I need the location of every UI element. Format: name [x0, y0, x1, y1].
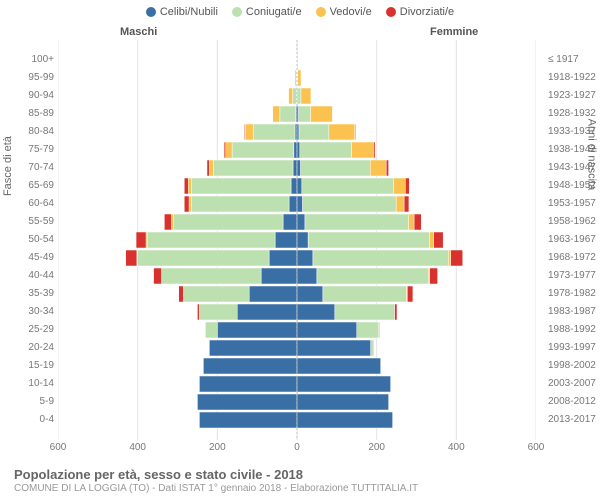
birth-year-label: 1918-1922	[548, 73, 600, 83]
legend-label: Vedovi/e	[330, 6, 372, 18]
age-label: 5-9	[0, 397, 54, 407]
age-label: 55-59	[0, 217, 54, 227]
legend-label: Divorziati/e	[400, 6, 454, 18]
birth-year-label: 1953-1957	[548, 199, 600, 209]
birth-year-label: 1978-1982	[548, 289, 600, 299]
x-tick-label: 400	[448, 442, 465, 453]
legend-label: Coniugati/e	[246, 6, 302, 18]
birth-year-label: 1998-2002	[548, 361, 600, 371]
age-label: 10-14	[0, 379, 54, 389]
birth-year-label: 1928-1932	[548, 109, 600, 119]
age-label: 85-89	[0, 109, 54, 119]
birth-year-label: 2013-2017	[548, 415, 600, 425]
legend-swatch	[316, 7, 326, 17]
birth-year-label: ≤ 1917	[548, 55, 600, 65]
birth-year-label: 1923-1927	[548, 91, 600, 101]
birth-year-label: 1963-1967	[548, 235, 600, 245]
age-label: 60-64	[0, 199, 54, 209]
population-pyramid-chart	[58, 40, 536, 440]
age-label: 0-4	[0, 415, 54, 425]
birth-year-label: 1988-1992	[548, 325, 600, 335]
x-tick-label: 200	[209, 442, 226, 453]
age-label: 35-39	[0, 289, 54, 299]
y-axis-right: 2013-2017 2008-2012 2003-2007 1998-2002 1993…	[546, 40, 600, 440]
legend-item: Divorziati/e	[386, 6, 454, 18]
age-label: 95-99	[0, 73, 54, 83]
female-header: Femmine	[430, 26, 478, 38]
chart-subtitle: COMUNE DI LA LOGGIA (TO) - Dati ISTAT 1°…	[14, 483, 586, 494]
x-tick-label: 600	[528, 442, 545, 453]
legend-item: Vedovi/e	[316, 6, 372, 18]
legend-swatch	[232, 7, 242, 17]
age-label: 90-94	[0, 91, 54, 101]
legend-swatch	[386, 7, 396, 17]
age-label: 30-34	[0, 307, 54, 317]
birth-year-label: 2003-2007	[548, 379, 600, 389]
legend-item: Celibi/Nubili	[146, 6, 218, 18]
legend-swatch	[146, 7, 156, 17]
birth-year-label: 1958-1962	[548, 217, 600, 227]
x-tick-label: 600	[50, 442, 67, 453]
chart-svg	[58, 40, 536, 440]
age-label: 45-49	[0, 253, 54, 263]
age-label: 50-54	[0, 235, 54, 245]
y-axis-right-title: Anni di nascita	[586, 119, 598, 191]
birth-year-label: 1968-1972	[548, 253, 600, 263]
birth-year-label: 1993-1997	[548, 343, 600, 353]
legend-item: Coniugati/e	[232, 6, 302, 18]
age-label: 15-19	[0, 361, 54, 371]
age-label: 100+	[0, 55, 54, 65]
chart-title: Popolazione per età, sesso e stato civil…	[14, 467, 586, 482]
y-axis-left-title: Fasce di età	[2, 136, 14, 196]
x-tick-label: 0	[294, 442, 300, 453]
birth-year-label: 1973-1977	[548, 271, 600, 281]
age-label: 25-29	[0, 325, 54, 335]
x-tick-label: 200	[368, 442, 385, 453]
legend-label: Celibi/Nubili	[160, 6, 218, 18]
x-tick-label: 400	[129, 442, 146, 453]
birth-year-label: 2008-2012	[548, 397, 600, 407]
age-label: 40-44	[0, 271, 54, 281]
age-label: 20-24	[0, 343, 54, 353]
birth-year-label: 1983-1987	[548, 307, 600, 317]
legend: Celibi/Nubili Coniugati/e Vedovi/e Divor…	[0, 0, 600, 20]
chart-footer: Popolazione per età, sesso e stato civil…	[14, 467, 586, 494]
y-axis-left: 0-4 5-9 10-14 15-19 20-24 25-29 30-34 35-39 40-4…	[0, 40, 56, 440]
male-header: Maschi	[120, 26, 157, 38]
